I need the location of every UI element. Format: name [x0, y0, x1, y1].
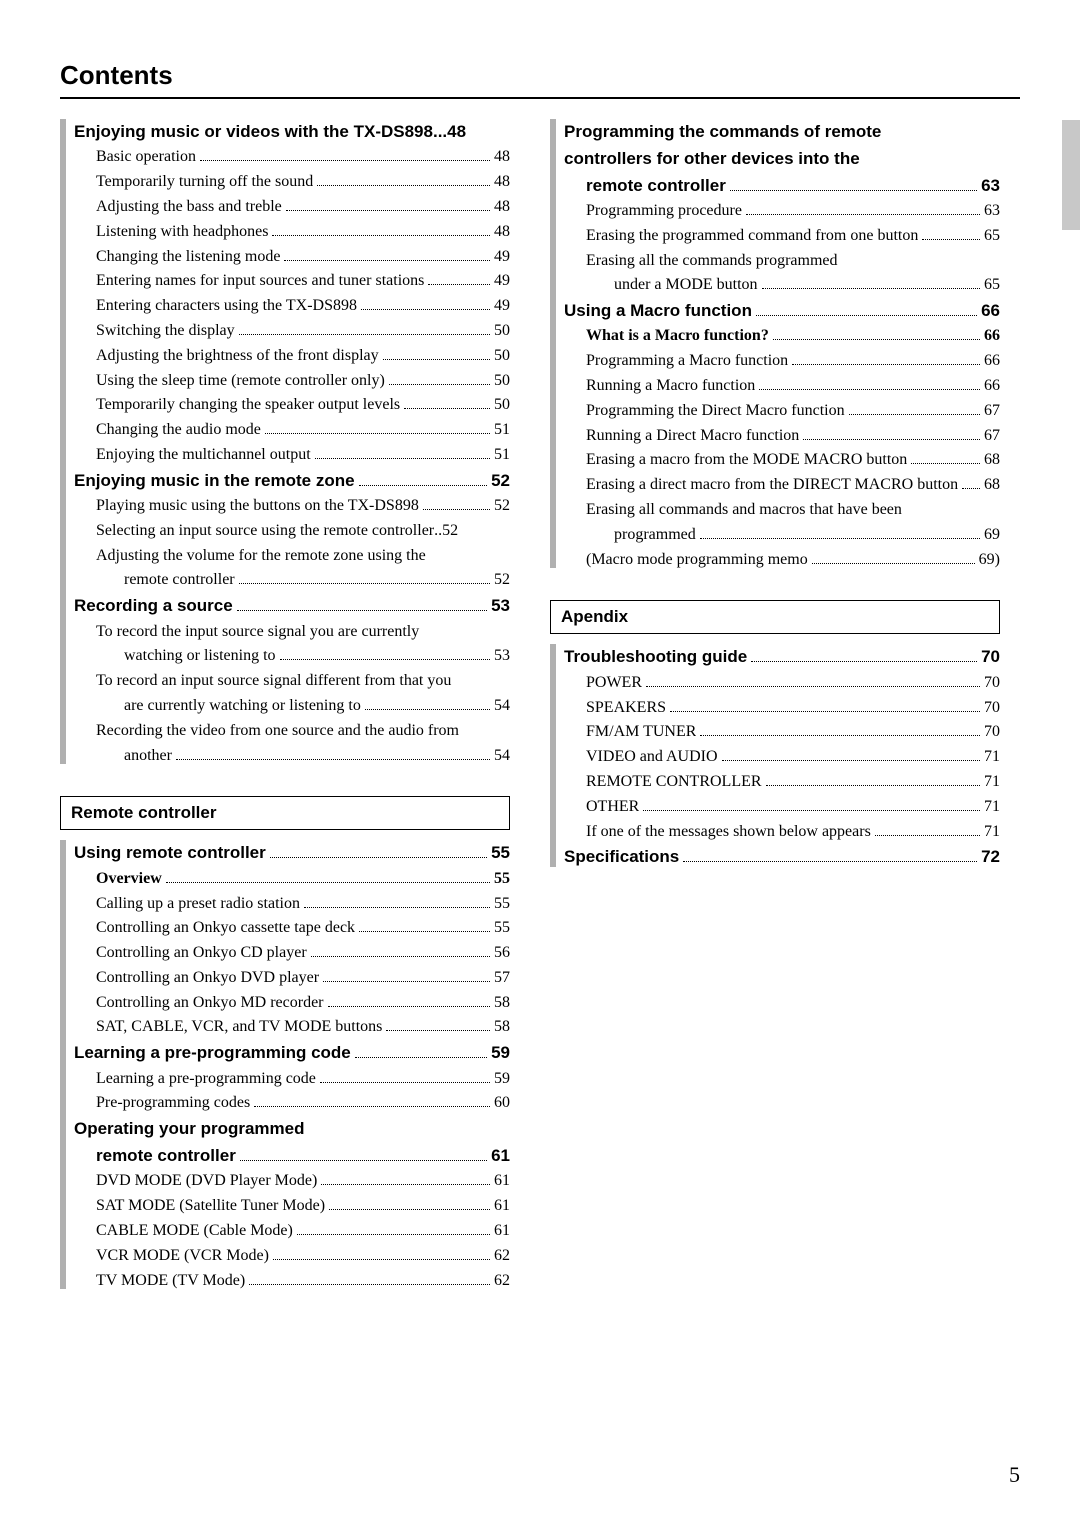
- toc-heading: Recording a source53: [74, 593, 510, 619]
- toc-entry: Selecting an input source using the remo…: [96, 519, 510, 544]
- toc-heading: Specifications72: [564, 844, 1000, 870]
- toc-entry: Adjusting the brightness of the front di…: [96, 344, 510, 369]
- toc-entry: Erasing a direct macro from the DIRECT M…: [586, 473, 1000, 498]
- toc-entry: Entering characters using the TX-DS89849: [96, 294, 510, 319]
- toc-entry: Pre-programming codes60: [96, 1091, 510, 1116]
- toc-entry: Erasing all the commands programmed: [586, 249, 1000, 274]
- toc-entry: To record the input source signal you ar…: [96, 620, 510, 645]
- toc-entry: Enjoying the multichannel output51: [96, 443, 510, 468]
- toc-block: Using remote controller55Overview55Calli…: [60, 840, 510, 1293]
- toc-entry: Controlling an Onkyo DVD player57: [96, 966, 510, 991]
- toc-entry: remote controller52: [124, 568, 510, 593]
- toc-entry: Controlling an Onkyo CD player56: [96, 941, 510, 966]
- toc-block: Enjoying music or videos with the TX-DS8…: [60, 119, 510, 768]
- toc-heading: controllers for other devices into the: [564, 146, 1000, 173]
- toc-entry: Erasing the programmed command from one …: [586, 224, 1000, 249]
- toc-entry: SAT, CABLE, VCR, and TV MODE buttons58: [96, 1015, 510, 1040]
- toc-entry: Running a Macro function66: [586, 374, 1000, 399]
- toc-heading: Enjoying music in the remote zone52: [74, 468, 510, 494]
- toc-heading: Using remote controller55: [74, 840, 510, 866]
- section-box-header: Apendix: [550, 600, 1000, 634]
- block-side-bar: [550, 644, 556, 866]
- toc-entry: Learning a pre-programming code59: [96, 1067, 510, 1092]
- toc-heading: remote controller63: [586, 173, 1000, 199]
- toc-entry: Adjusting the volume for the remote zone…: [96, 544, 510, 569]
- toc-entry: Programming procedure63: [586, 199, 1000, 224]
- toc-entry: DVD MODE (DVD Player Mode)61: [96, 1169, 510, 1194]
- toc-entry: Controlling an Onkyo MD recorder58: [96, 991, 510, 1016]
- toc-entry: Programming a Macro function66: [586, 349, 1000, 374]
- toc-entry: Erasing all commands and macros that hav…: [586, 498, 1000, 523]
- toc-block: Programming the commands of remotecontro…: [550, 119, 1000, 572]
- toc-entry: Controlling an Onkyo cassette tape deck5…: [96, 916, 510, 941]
- page-number: 5: [1009, 1462, 1020, 1488]
- toc-heading: Programming the commands of remote: [564, 119, 1000, 146]
- block-side-bar: [60, 119, 66, 764]
- toc-entry: Switching the display50: [96, 319, 510, 344]
- toc-heading: Using a Macro function66: [564, 298, 1000, 324]
- block-side-bar: [550, 119, 556, 568]
- toc-entry: To record an input source signal differe…: [96, 669, 510, 694]
- toc-entry: watching or listening to53: [124, 644, 510, 669]
- toc-entry: If one of the messages shown below appea…: [586, 820, 1000, 845]
- toc-entry: Changing the audio mode51: [96, 418, 510, 443]
- toc-entry: Temporarily changing the speaker output …: [96, 393, 510, 418]
- toc-entry: are currently watching or listening to54: [124, 694, 510, 719]
- title-rule: [60, 97, 1020, 99]
- toc-entry: (Macro mode programming memo69): [586, 548, 1000, 573]
- toc-block: Troubleshooting guide70POWER70SPEAKERS70…: [550, 644, 1000, 870]
- toc-entry: POWER70: [586, 671, 1000, 696]
- toc-entry: SPEAKERS70: [586, 696, 1000, 721]
- toc-entry: Calling up a preset radio station55: [96, 892, 510, 917]
- toc-entry: Erasing a macro from the MODE MACRO butt…: [586, 448, 1000, 473]
- toc-entry: REMOTE CONTROLLER71: [586, 770, 1000, 795]
- toc-entry: Using the sleep time (remote controller …: [96, 369, 510, 394]
- toc-entry: Playing music using the buttons on the T…: [96, 494, 510, 519]
- toc-entry: Temporarily turning off the sound48: [96, 170, 510, 195]
- columns: Enjoying music or videos with the TX-DS8…: [60, 119, 1020, 1321]
- left-column: Enjoying music or videos with the TX-DS8…: [60, 119, 510, 1321]
- toc-heading: Enjoying music or videos with the TX-DS8…: [74, 119, 510, 145]
- page-edge-tab: [1062, 120, 1080, 230]
- toc-entry: VCR MODE (VCR Mode)62: [96, 1244, 510, 1269]
- toc-heading: Operating your programmed: [74, 1116, 510, 1143]
- toc-entry: Adjusting the bass and treble48: [96, 195, 510, 220]
- toc-entry: What is a Macro function?66: [586, 324, 1000, 349]
- toc-entry: Listening with headphones48: [96, 220, 510, 245]
- toc-entry: TV MODE (TV Mode)62: [96, 1269, 510, 1294]
- toc-entry: another54: [124, 744, 510, 769]
- right-column: Programming the commands of remotecontro…: [550, 119, 1000, 1321]
- page-title: Contents: [60, 60, 1020, 91]
- toc-entry: Changing the listening mode49: [96, 245, 510, 270]
- toc-heading: Learning a pre-programming code59: [74, 1040, 510, 1066]
- toc-entry: Entering names for input sources and tun…: [96, 269, 510, 294]
- toc-entry: Recording the video from one source and …: [96, 719, 510, 744]
- toc-heading: remote controller61: [96, 1143, 510, 1169]
- toc-entry: CABLE MODE (Cable Mode)61: [96, 1219, 510, 1244]
- block-side-bar: [60, 840, 66, 1289]
- toc-entry: SAT MODE (Satellite Tuner Mode)61: [96, 1194, 510, 1219]
- toc-entry: VIDEO and AUDIO71: [586, 745, 1000, 770]
- toc-entry: Running a Direct Macro function67: [586, 424, 1000, 449]
- section-box-header: Remote controller: [60, 796, 510, 830]
- toc-entry: Basic operation48: [96, 145, 510, 170]
- toc-entry: OTHER71: [586, 795, 1000, 820]
- toc-entry: programmed69: [614, 523, 1000, 548]
- toc-entry: Programming the Direct Macro function67: [586, 399, 1000, 424]
- toc-entry: FM/AM TUNER70: [586, 720, 1000, 745]
- toc-entry: Overview55: [96, 867, 510, 892]
- toc-entry: under a MODE button65: [614, 273, 1000, 298]
- toc-heading: Troubleshooting guide70: [564, 644, 1000, 670]
